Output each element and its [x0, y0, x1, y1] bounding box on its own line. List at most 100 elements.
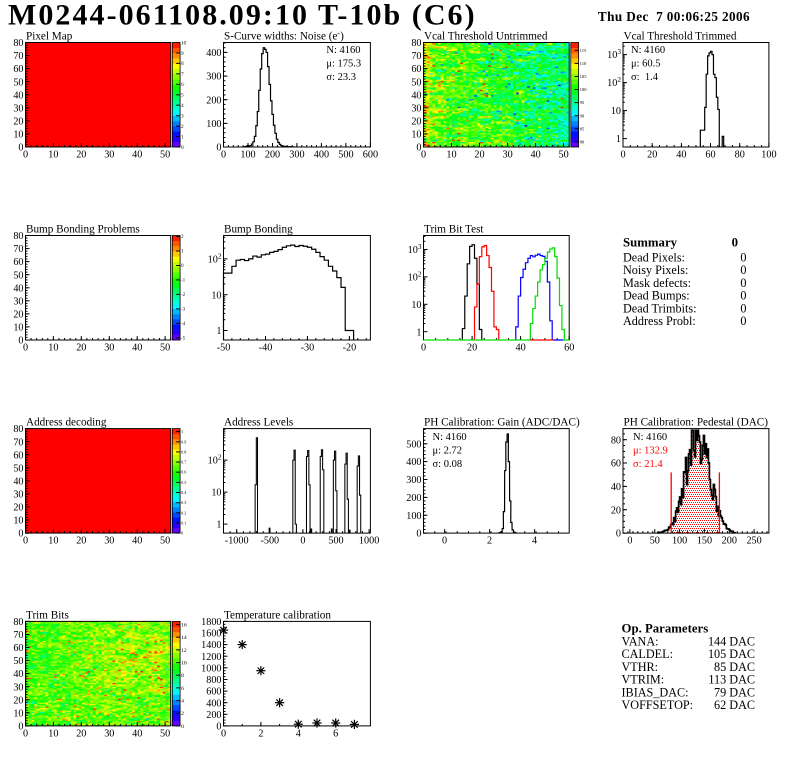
- svg-text:150: 150: [697, 536, 712, 547]
- svg-text:0: 0: [740, 302, 746, 316]
- svg-text:0: 0: [216, 722, 221, 733]
- svg-text:200: 200: [722, 536, 737, 547]
- svg-text:0.1: 0.1: [181, 521, 186, 526]
- svg-text:10: 10: [211, 488, 221, 499]
- svg-text:σ: 21.4: σ: 21.4: [633, 459, 663, 470]
- svg-text:1000: 1000: [359, 536, 379, 547]
- svg-text:115: 115: [580, 48, 587, 53]
- svg-text:-1: -1: [181, 279, 186, 284]
- svg-text:VOFFSETOP:: VOFFSETOP:: [622, 698, 694, 712]
- svg-text:40: 40: [13, 90, 23, 101]
- svg-text:100: 100: [761, 150, 776, 161]
- svg-text:30: 30: [411, 103, 421, 114]
- svg-text:20: 20: [647, 150, 657, 161]
- svg-text:10: 10: [13, 708, 23, 719]
- svg-text:0.6: 0.6: [181, 470, 186, 475]
- svg-text:30: 30: [13, 296, 23, 307]
- svg-text:105: 105: [580, 74, 588, 79]
- svg-text:-500: -500: [260, 536, 279, 547]
- svg-text:60: 60: [564, 343, 574, 354]
- svg-text:0: 0: [18, 529, 23, 540]
- svg-text:105 DAC: 105 DAC: [708, 647, 755, 661]
- svg-text:600: 600: [363, 150, 378, 161]
- svg-text:μ: 60.5: μ: 60.5: [631, 59, 661, 70]
- svg-text:1: 1: [216, 520, 221, 531]
- svg-text:400: 400: [314, 150, 329, 161]
- svg-text:0: 0: [181, 724, 184, 730]
- svg-text:0: 0: [442, 536, 447, 547]
- svg-text:1000: 1000: [201, 663, 221, 674]
- svg-text:400: 400: [206, 48, 221, 59]
- svg-text:Noisy Pixels:: Noisy Pixels:: [623, 263, 688, 277]
- svg-text:PH Calibration: Gain (ADC/DAC): PH Calibration: Gain (ADC/DAC): [424, 417, 580, 429]
- svg-text:20: 20: [76, 728, 86, 739]
- svg-text:70: 70: [13, 630, 23, 641]
- svg-text:10: 10: [411, 130, 421, 141]
- svg-text:N: 4160: N: 4160: [631, 45, 665, 56]
- svg-text:50: 50: [650, 536, 660, 547]
- svg-text:10: 10: [446, 150, 456, 161]
- svg-text:50: 50: [13, 463, 23, 474]
- svg-text:12: 12: [181, 648, 187, 654]
- svg-text:60: 60: [705, 150, 715, 161]
- svg-text:VTRIM:: VTRIM:: [622, 673, 665, 687]
- svg-text:0.7: 0.7: [181, 460, 186, 465]
- svg-text:80: 80: [411, 38, 421, 49]
- svg-text:60: 60: [13, 257, 23, 268]
- svg-text:Dead Trimbits:: Dead Trimbits:: [623, 302, 696, 316]
- svg-text:0.9: 0.9: [181, 439, 186, 444]
- svg-text:40: 40: [13, 283, 23, 294]
- svg-text:103: 103: [607, 47, 621, 61]
- svg-text:100: 100: [672, 536, 687, 547]
- svg-text:μ: 175.3: μ: 175.3: [326, 59, 361, 70]
- svg-text:40: 40: [13, 669, 23, 680]
- svg-text:40: 40: [411, 90, 421, 101]
- svg-text:102: 102: [607, 75, 621, 89]
- svg-text:50: 50: [559, 150, 569, 161]
- svg-text:0: 0: [221, 150, 226, 161]
- svg-text:40: 40: [132, 536, 142, 547]
- svg-text:20: 20: [13, 695, 23, 706]
- svg-text:500: 500: [328, 536, 343, 547]
- svg-text:0: 0: [627, 536, 632, 547]
- svg-text:103: 103: [408, 242, 422, 256]
- svg-text:10: 10: [48, 150, 58, 161]
- svg-text:20: 20: [13, 503, 23, 514]
- svg-text:14: 14: [181, 635, 187, 641]
- svg-text:0: 0: [23, 150, 28, 161]
- svg-text:10: 10: [13, 516, 23, 527]
- svg-text:70: 70: [13, 437, 23, 448]
- svg-text:-30: -30: [301, 343, 315, 354]
- svg-text:50: 50: [13, 656, 23, 667]
- svg-text:40: 40: [132, 343, 142, 354]
- svg-text:PH Calibration: Pedestal (DAC): PH Calibration: Pedestal (DAC): [624, 417, 769, 429]
- svg-text:-4: -4: [181, 322, 186, 327]
- svg-text:500: 500: [406, 439, 421, 450]
- svg-text:Trim Bit Test: Trim Bit Test: [424, 224, 484, 236]
- svg-text:Address decoding: Address decoding: [26, 417, 107, 429]
- svg-text:20: 20: [474, 150, 484, 161]
- svg-text:102: 102: [208, 252, 222, 266]
- svg-text:100: 100: [240, 150, 255, 161]
- svg-text:10: 10: [181, 661, 187, 667]
- svg-text:40: 40: [676, 150, 686, 161]
- svg-text:800: 800: [206, 675, 221, 686]
- svg-text:0: 0: [18, 336, 23, 347]
- svg-text:40: 40: [13, 477, 23, 488]
- svg-text:0: 0: [416, 529, 421, 540]
- svg-text:10: 10: [48, 536, 58, 547]
- svg-text:4: 4: [532, 536, 537, 547]
- svg-text:Pixel Map: Pixel Map: [26, 31, 73, 43]
- svg-text:10: 10: [411, 300, 421, 311]
- svg-text:79 DAC: 79 DAC: [714, 686, 755, 700]
- svg-text:50: 50: [160, 728, 170, 739]
- svg-text:30: 30: [104, 536, 114, 547]
- svg-text:0: 0: [181, 146, 184, 151]
- svg-text:90: 90: [580, 113, 585, 118]
- svg-text:200: 200: [406, 493, 421, 504]
- svg-text:-20: -20: [343, 343, 357, 354]
- svg-text:102: 102: [208, 453, 222, 467]
- svg-text:-1000: -1000: [225, 536, 249, 547]
- svg-text:VANA:: VANA:: [622, 634, 659, 648]
- svg-text:8: 8: [181, 673, 184, 679]
